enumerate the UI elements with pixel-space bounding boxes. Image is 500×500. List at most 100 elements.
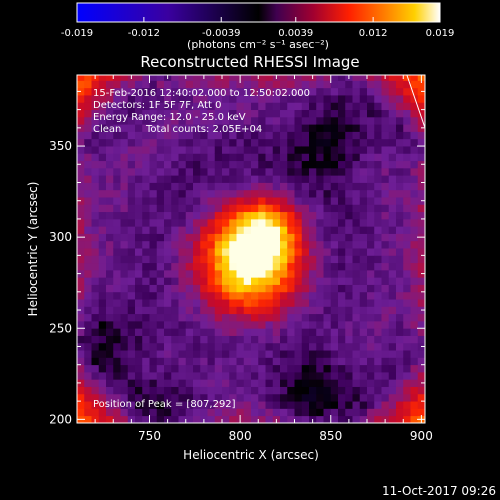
heatmap-pixel	[120, 189, 129, 198]
heatmap-pixel	[251, 379, 259, 387]
heatmap-pixel	[135, 167, 143, 176]
heatmap-pixel	[301, 109, 310, 118]
heatmap-pixel	[98, 146, 107, 154]
heatmap-pixel	[352, 379, 361, 387]
heatmap-pixel	[127, 197, 136, 205]
heatmap-pixel	[222, 175, 230, 183]
heatmap-pixel	[164, 386, 172, 395]
heatmap-pixel	[345, 182, 353, 191]
heatmap-pixel	[323, 313, 332, 322]
heatmap-pixel	[258, 350, 266, 358]
heatmap-pixel	[120, 146, 129, 154]
heatmap-pixel	[91, 160, 100, 169]
heatmap-pixel	[316, 401, 324, 409]
heatmap-pixel	[171, 226, 179, 234]
heatmap-pixel	[171, 371, 179, 380]
heatmap-pixel	[229, 211, 237, 220]
heatmap-pixel	[403, 182, 411, 191]
heatmap-pixel	[316, 262, 324, 271]
heatmap-pixel	[280, 226, 288, 234]
heatmap-pixel	[410, 393, 419, 402]
heatmap-pixel	[381, 371, 390, 380]
heatmap-pixel	[142, 320, 150, 329]
heatmap-pixel	[171, 197, 179, 205]
heatmap-pixel	[374, 299, 382, 307]
heatmap-pixel	[185, 226, 194, 234]
heatmap-pixel	[359, 175, 368, 183]
heatmap-pixel	[301, 248, 310, 256]
heatmap-pixel	[171, 284, 179, 293]
heatmap-pixel	[135, 335, 143, 344]
heatmap-pixel	[214, 167, 223, 176]
heatmap-pixel	[403, 80, 411, 89]
heatmap-pixel	[171, 160, 179, 169]
heatmap-pixel	[178, 284, 187, 293]
heatmap-pixel	[207, 255, 216, 264]
heatmap-pixel	[294, 124, 303, 132]
heatmap-pixel	[381, 116, 390, 125]
heatmap-pixel	[410, 408, 419, 417]
heatmap-pixel	[127, 291, 136, 300]
heatmap-pixel	[229, 109, 237, 118]
heatmap-pixel	[316, 182, 324, 191]
heatmap-pixel	[127, 160, 136, 169]
heatmap-pixel	[280, 153, 288, 162]
heatmap-pixel	[301, 415, 310, 423]
heatmap-pixel	[316, 233, 324, 242]
heatmap-pixel	[352, 146, 361, 154]
heatmap-pixel	[330, 277, 339, 285]
heatmap-pixel	[251, 189, 259, 198]
heatmap-pixel	[280, 364, 288, 373]
heatmap-pixel	[396, 197, 404, 205]
heatmap-pixel	[251, 124, 259, 132]
heatmap-pixel	[156, 240, 165, 249]
heatmap-pixel	[294, 102, 303, 111]
heatmap-pixel	[251, 284, 259, 293]
heatmap-pixel	[374, 248, 382, 256]
heatmap-pixel	[106, 138, 114, 147]
heatmap-pixel	[243, 393, 252, 402]
heatmap-pixel	[345, 102, 353, 111]
heatmap-pixel	[403, 350, 411, 358]
heatmap-pixel	[323, 218, 332, 227]
heatmap-pixel	[229, 87, 237, 96]
heatmap-pixel	[229, 320, 237, 329]
heatmap-pixel	[91, 386, 100, 395]
heatmap-pixel	[396, 80, 404, 89]
heatmap-pixel	[381, 218, 390, 227]
heatmap-pixel	[309, 357, 317, 366]
heatmap-pixel	[120, 240, 129, 249]
heatmap-pixel	[106, 335, 114, 344]
heatmap-pixel	[287, 386, 295, 395]
heatmap-pixel	[345, 320, 353, 329]
heatmap-pixel	[374, 80, 382, 89]
heatmap-pixel	[309, 80, 317, 89]
heatmap-pixel	[388, 284, 397, 293]
heatmap-pixel	[265, 124, 274, 132]
heatmap-pixel	[374, 226, 382, 234]
heatmap-pixel	[417, 175, 425, 183]
heatmap-pixel	[388, 95, 397, 103]
heatmap-pixel	[193, 255, 201, 264]
heatmap-pixel	[214, 175, 223, 183]
heatmap-pixel	[113, 240, 121, 249]
heatmap-pixel	[323, 87, 332, 96]
heatmap-pixel	[381, 87, 390, 96]
heatmap-pixel	[410, 102, 419, 111]
heatmap-pixel	[142, 233, 150, 242]
heatmap-pixel	[207, 408, 216, 417]
heatmap-pixel	[236, 116, 245, 125]
heatmap-pixel	[258, 87, 266, 96]
heatmap-pixel	[330, 109, 339, 118]
y-tick-label: 300	[49, 230, 72, 244]
heatmap-pixel	[207, 80, 216, 89]
heatmap-pixel	[171, 328, 179, 336]
heatmap-pixel	[236, 189, 245, 198]
heatmap-pixel	[403, 248, 411, 256]
heatmap-pixel	[106, 415, 114, 423]
heatmap-pixel	[178, 175, 187, 183]
heatmap-pixel	[236, 299, 245, 307]
heatmap-pixel	[185, 357, 194, 366]
heatmap-pixel	[338, 197, 346, 205]
heatmap-pixel	[142, 379, 150, 387]
